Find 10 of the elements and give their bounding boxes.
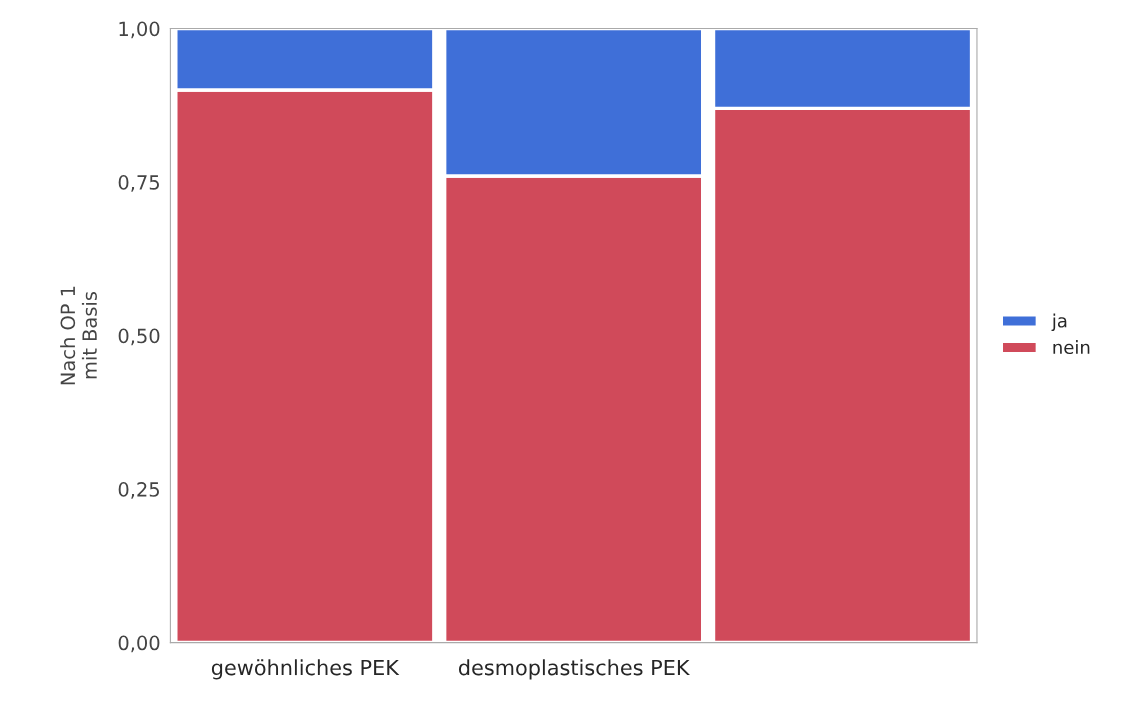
x-tick-label: desmoplastisches PEK — [458, 659, 690, 680]
y-tick-label: 0,50 — [118, 328, 160, 346]
y-tick-label: 1,00 — [119, 21, 160, 39]
y-tick-label: 0,25 — [118, 482, 159, 499]
y-tick-label: 0,75 — [118, 175, 159, 192]
y-tick-label: 0,00 — [118, 635, 160, 653]
y-axis-title: Nach OP 1 mit Basis — [60, 286, 97, 385]
legend-label: ja — [1051, 313, 1067, 332]
legend-label: nein — [1053, 340, 1090, 355]
x-tick-label: gewöhnliches PEK — [211, 659, 400, 680]
